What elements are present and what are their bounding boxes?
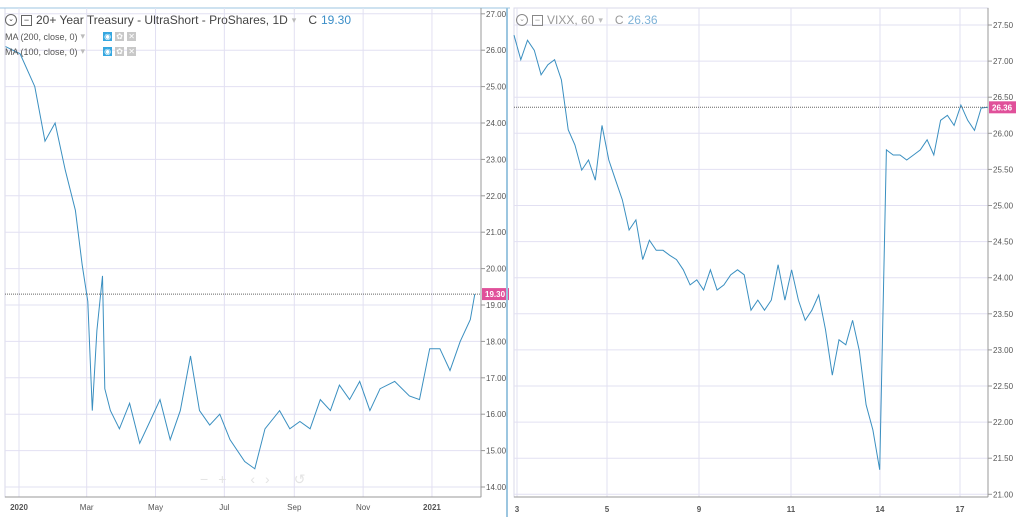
y-tick-label: 22.50 — [993, 382, 1014, 391]
last-price-label: 26.36 — [992, 103, 1013, 112]
chevron-down-icon[interactable]: ▾ — [598, 14, 603, 25]
indicator-label[interactable]: MA (200, close, 0) — [5, 31, 78, 42]
y-tick-label: 24.00 — [993, 274, 1014, 283]
collapse-circle-icon[interactable]: ⌄ — [516, 14, 528, 26]
y-tick-label: 21.00 — [993, 490, 1014, 499]
close-prefix: C — [308, 13, 317, 27]
x-tick-label: 2020 — [10, 503, 28, 512]
x-tick-label: Mar — [80, 503, 94, 512]
x-tick-label: 5 — [605, 505, 610, 514]
x-tick-label: 9 — [697, 505, 702, 514]
close-value: 26.36 — [627, 13, 658, 27]
chevron-down-icon[interactable]: ▾ — [80, 31, 86, 41]
x-tick-label: 17 — [956, 505, 965, 514]
x-tick-label: 2021 — [423, 503, 441, 512]
left-chart-title[interactable]: 20+ Year Treasury - UltraShort - ProShar… — [36, 13, 288, 27]
y-tick-label: 25.00 — [993, 202, 1014, 211]
close-icon[interactable]: ✕ — [127, 47, 137, 56]
y-tick-label: 24.50 — [993, 238, 1014, 247]
gear-icon[interactable]: ✿ — [115, 47, 125, 56]
chevron-down-icon[interactable]: ▾ — [291, 14, 297, 25]
y-tick-label: 27.00 — [486, 10, 507, 19]
close-prefix: C — [614, 13, 624, 27]
indicator-ma-100: MA (100, close, 0) ▾ ◉ ✿ ✕ — [5, 46, 137, 57]
x-tick-label: May — [148, 503, 163, 512]
last-price-label: 19.30 — [485, 290, 506, 299]
gear-icon[interactable]: ✿ — [115, 32, 125, 41]
y-tick-label: 15.00 — [486, 447, 507, 456]
y-tick-label: 20.00 — [486, 265, 507, 274]
collapse-circle-icon[interactable]: ⌄ — [5, 14, 17, 26]
y-tick-label: 17.00 — [486, 374, 507, 383]
y-tick-label: 27.50 — [993, 21, 1014, 30]
plot-area — [4, 7, 482, 498]
minimize-square-icon[interactable]: − — [21, 14, 32, 26]
y-tick-label: 22.00 — [993, 418, 1014, 427]
y-tick-label: 27.00 — [993, 57, 1014, 66]
right-chart-legend: ⌄ − VIXX, 60 ▾ C 26.36 — [516, 13, 658, 27]
last-price-tag — [482, 288, 509, 301]
x-tick-label: 3 — [515, 505, 520, 514]
minimize-square-icon[interactable]: − — [532, 14, 543, 26]
eye-icon[interactable]: ◉ — [103, 47, 113, 56]
y-tick-label: 25.50 — [993, 165, 1014, 174]
y-tick-label: 25.00 — [486, 83, 507, 92]
left-chart-legend: ⌄ − 20+ Year Treasury - UltraShort - Pro… — [5, 13, 351, 27]
x-tick-label: 14 — [876, 505, 885, 514]
scroll-left-button[interactable]: ‹ — [250, 471, 256, 487]
y-tick-label: 18.00 — [486, 337, 507, 346]
y-tick-label: 26.50 — [993, 93, 1014, 102]
y-tick-label: 14.00 — [486, 483, 507, 492]
right-chart[interactable]: 21.00 21.50 22.00 22.50 23.00 23.50 24.00 24.50… — [510, 0, 1024, 517]
y-tick-label: 24.00 — [486, 119, 507, 128]
x-tick-label: Nov — [356, 503, 370, 512]
plot-area — [513, 7, 989, 498]
y-tick-label: 23.00 — [486, 155, 507, 164]
right-chart-title[interactable]: VIXX, 60 — [547, 13, 595, 27]
x-tick-label: 11 — [787, 505, 796, 514]
scroll-right-button[interactable]: › — [265, 471, 270, 487]
y-tick-label: 21.00 — [486, 228, 507, 237]
y-tick-label: 22.00 — [486, 192, 507, 201]
close-value: 19.30 — [321, 13, 352, 27]
close-icon[interactable]: ✕ — [127, 32, 137, 41]
zoom-in-button[interactable]: + — [218, 471, 227, 487]
y-tick-label: 26.00 — [486, 46, 507, 55]
y-tick-label: 16.00 — [486, 410, 507, 419]
indicator-ma-200: MA (200, close, 0) ▾ ◉ ✿ ✕ — [5, 31, 137, 42]
y-tick-label: 23.00 — [993, 346, 1014, 355]
price-line — [5, 46, 476, 470]
price-line — [513, 34, 989, 470]
x-tick-label: Jul — [219, 503, 229, 512]
chart-nav-controls: − + ‹ › ↺ — [200, 471, 305, 488]
y-tick-label: 19.00 — [486, 301, 507, 310]
indicator-label[interactable]: MA (100, close, 0) — [5, 46, 78, 57]
y-tick-label: 23.50 — [993, 310, 1014, 319]
x-tick-label: Sep — [287, 503, 302, 512]
y-tick-label: 21.50 — [993, 454, 1014, 463]
last-price-tag — [989, 101, 1016, 114]
reset-button[interactable]: ↺ — [293, 471, 306, 487]
y-tick-label: 26.00 — [993, 129, 1014, 138]
left-chart[interactable]: 14.00 15.00 16.00 17.00 18.00 19.00 20.00 21.00… — [0, 0, 510, 517]
eye-icon[interactable]: ◉ — [103, 32, 113, 41]
chevron-down-icon[interactable]: ▾ — [80, 46, 86, 56]
zoom-out-button[interactable]: − — [200, 471, 209, 487]
